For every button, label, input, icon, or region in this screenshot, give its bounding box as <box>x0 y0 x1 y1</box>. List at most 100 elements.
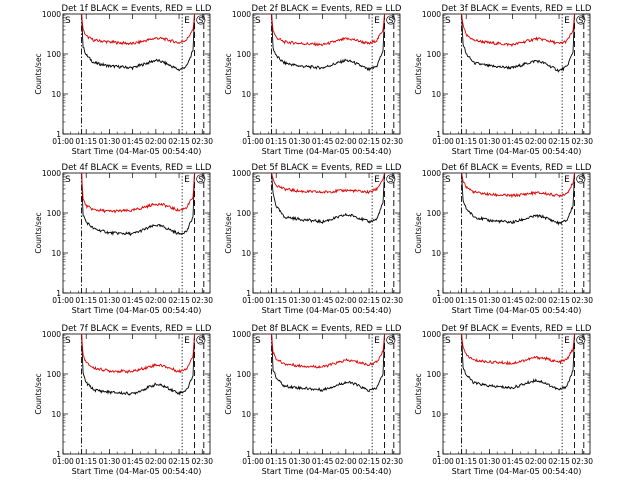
y-axis-label: Counts/sec <box>34 212 43 253</box>
s-marker-circle <box>576 335 586 345</box>
plot-frame <box>442 13 591 135</box>
plot-frame <box>252 172 401 294</box>
lld-series-line <box>461 13 575 48</box>
events-series-line <box>81 333 195 396</box>
events-series-line <box>271 333 385 393</box>
x-tick-label: 01:30 <box>289 457 311 466</box>
x-tick-label: 01:00 <box>52 457 74 466</box>
x-axis-label: Start Time (04-Mar-05 00:54:40) <box>262 306 392 315</box>
x-tick-label: 01:15 <box>75 457 97 466</box>
x-tick-label: 01:45 <box>502 457 524 466</box>
y-tick-label: 1 <box>56 289 61 298</box>
x-tick-label: 02:15 <box>358 457 380 466</box>
y-tick-label: 1000 <box>232 10 251 19</box>
x-tick-label: 02:15 <box>548 137 570 146</box>
x-axis-label: Start Time (04-Mar-05 00:54:40) <box>262 467 392 476</box>
x-tick-label: 02:00 <box>525 296 547 305</box>
x-tick-label: 02:30 <box>191 137 213 146</box>
x-tick-label: 02:00 <box>145 296 167 305</box>
plot-title: Det 1f BLACK = Events, RED = LLD <box>62 4 212 14</box>
s-marker-circle <box>386 335 396 345</box>
x-tick-label: 01:00 <box>432 296 454 305</box>
x-tick-label: 02:30 <box>571 457 593 466</box>
x-tick-label: 02:15 <box>548 296 570 305</box>
s-marker-label: S <box>65 175 71 185</box>
detector-plot-9: Det 9f BLACK = Events, RED = LLD 1 10 100 10… <box>414 324 593 476</box>
e-marker-label: E <box>184 336 190 346</box>
y-tick-label: 10 <box>431 90 441 99</box>
y-tick-label: 1 <box>436 289 441 298</box>
x-tick-label: 01:00 <box>242 457 264 466</box>
x-tick-label: 01:15 <box>265 296 287 305</box>
x-tick-label: 02:15 <box>168 296 190 305</box>
s-marker-label: S <box>198 16 203 25</box>
e-marker-label: E <box>374 175 380 185</box>
events-series-line <box>461 172 575 226</box>
plot-frame <box>442 333 591 455</box>
events-series-line <box>81 13 195 72</box>
s-marker-label: S <box>445 336 451 346</box>
y-tick-label: 1000 <box>422 330 441 339</box>
s-marker-circle <box>196 174 206 184</box>
y-tick-label: 1 <box>436 130 441 139</box>
x-tick-label: 02:15 <box>548 457 570 466</box>
s-marker-label: S <box>445 16 451 26</box>
detector-plot-2: Det 2f BLACK = Events, RED = LLD 1 10 100 10… <box>224 4 403 156</box>
s-marker-circle <box>576 174 586 184</box>
x-tick-label: 01:45 <box>312 296 334 305</box>
x-tick-label: 01:00 <box>432 137 454 146</box>
plot-frame <box>62 13 211 135</box>
s-marker-circle <box>386 174 396 184</box>
x-tick-label: 01:00 <box>242 296 264 305</box>
x-tick-label: 01:30 <box>99 457 121 466</box>
e-marker-label: E <box>184 175 190 185</box>
y-tick-label: 1 <box>246 289 251 298</box>
x-axis-label: Start Time (04-Mar-05 00:54:40) <box>452 467 582 476</box>
y-tick-label: 10 <box>51 249 61 258</box>
lld-series-line <box>271 13 385 47</box>
y-tick-label: 1000 <box>232 169 251 178</box>
s-marker-label: S <box>388 175 393 184</box>
y-tick-label: 100 <box>47 209 62 218</box>
x-tick-label: 02:15 <box>168 457 190 466</box>
lld-series-line <box>271 172 385 195</box>
x-tick-label: 02:00 <box>335 457 357 466</box>
x-tick-label: 02:30 <box>191 457 213 466</box>
x-tick-label: 01:45 <box>312 137 334 146</box>
x-tick-label: 02:15 <box>358 296 380 305</box>
s-marker-label: S <box>388 336 393 345</box>
y-tick-label: 1000 <box>422 169 441 178</box>
y-axis-label: Counts/sec <box>414 53 423 94</box>
x-tick-label: 02:00 <box>525 137 547 146</box>
x-tick-label: 01:45 <box>122 457 144 466</box>
plot-title: Det 2f BLACK = Events, RED = LLD <box>252 4 402 14</box>
x-axis-label: Start Time (04-Mar-05 00:54:40) <box>72 306 202 315</box>
x-tick-label: 01:45 <box>502 296 524 305</box>
s-marker-label: S <box>65 16 71 26</box>
s-marker-circle <box>386 15 396 25</box>
s-marker-circle <box>196 15 206 25</box>
x-axis-label: Start Time (04-Mar-05 00:54:40) <box>262 147 392 156</box>
y-axis-label: Counts/sec <box>34 373 43 414</box>
y-axis-label: Counts/sec <box>414 212 423 253</box>
lld-series-line <box>81 333 195 374</box>
lld-series-line <box>461 333 575 366</box>
plot-frame <box>252 333 401 455</box>
x-tick-label: 02:30 <box>191 296 213 305</box>
lld-series-line <box>461 172 575 199</box>
x-tick-label: 01:15 <box>75 296 97 305</box>
x-tick-label: 01:30 <box>479 457 501 466</box>
e-marker-label: E <box>374 16 380 26</box>
plot-frame <box>62 172 211 294</box>
y-tick-label: 1 <box>246 130 251 139</box>
x-tick-label: 01:15 <box>455 296 477 305</box>
plot-title: Det 8f BLACK = Events, RED = LLD <box>252 324 402 334</box>
e-marker-label: E <box>564 336 570 346</box>
x-tick-label: 01:15 <box>455 137 477 146</box>
s-marker-circle <box>196 335 206 345</box>
y-tick-label: 100 <box>237 50 252 59</box>
lld-series-line <box>81 172 195 214</box>
x-tick-label: 01:00 <box>242 137 264 146</box>
s-marker-label: S <box>578 336 583 345</box>
plot-frame <box>252 13 401 135</box>
